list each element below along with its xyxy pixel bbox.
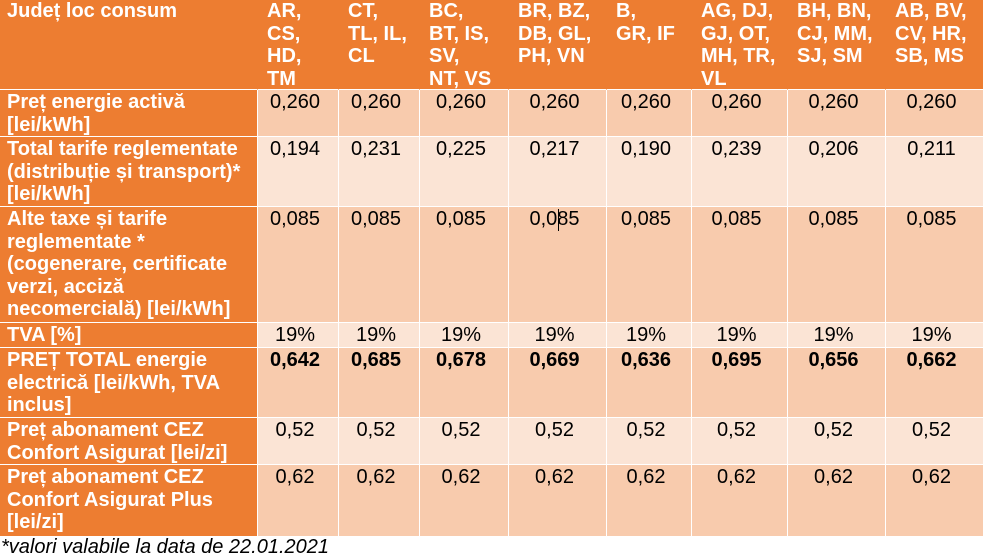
value-cell: 0,085: [692, 207, 788, 323]
column-header: AB, BV, CV, HR, SB, MS: [886, 0, 983, 90]
value-cell: 0,695: [692, 348, 788, 418]
value-cell: 0,52: [788, 418, 886, 465]
value-cell: 0,085: [886, 207, 983, 323]
value-cell: 0,260: [339, 90, 420, 137]
value-cell: 0,217: [509, 137, 607, 207]
footnote: *valori valabile la data de 22.01.2021: [1, 536, 330, 558]
text-cursor: [558, 209, 559, 231]
value-cell: 0,62: [509, 465, 607, 537]
column-header: BH, BN, CJ, MM, SJ, SM: [788, 0, 886, 90]
value-cell: 0,62: [258, 465, 339, 537]
value-cell: 0,52: [339, 418, 420, 465]
value-cell: 0,642: [258, 348, 339, 418]
value-cell: 0,52: [509, 418, 607, 465]
value-cell: 0,678: [420, 348, 509, 418]
value-cell: 0,231: [339, 137, 420, 207]
header-county-label: Județ loc consum: [0, 0, 258, 90]
value-cell: 0,260: [509, 90, 607, 137]
value-cell: 0,260: [607, 90, 692, 137]
value-cell: 0,085: [607, 207, 692, 323]
value-cell: 0,225: [420, 137, 509, 207]
value-cell: 19%: [886, 323, 983, 348]
value-cell: 19%: [788, 323, 886, 348]
value-cell: 0,52: [607, 418, 692, 465]
column-header: BR, BZ, DB, GL, PH, VN: [509, 0, 607, 90]
value-cell: 0,636: [607, 348, 692, 418]
value-cell: 0,260: [420, 90, 509, 137]
value-cell: 0,62: [692, 465, 788, 537]
value-cell: 0,260: [692, 90, 788, 137]
value-cell: 0,260: [258, 90, 339, 137]
column-header: AR, CS, HD, TM: [258, 0, 339, 90]
column-header: CT, TL, IL, CL: [339, 0, 420, 90]
value-cell: 0,52: [420, 418, 509, 465]
value-cell: 0,211: [886, 137, 983, 207]
row-label: Preț energie activă [lei/kWh]: [0, 90, 258, 137]
row-label: Alte taxe și tarife reglementate * (coge…: [0, 207, 258, 323]
value-cell: 19%: [692, 323, 788, 348]
value-cell: 0,662: [886, 348, 983, 418]
row-label: Total tarife reglementate (distribuție ș…: [0, 137, 258, 207]
value-cell: 0,085: [788, 207, 886, 323]
value-cell: 0,656: [788, 348, 886, 418]
value-cell: 19%: [607, 323, 692, 348]
value-cell: 19%: [258, 323, 339, 348]
value-cell: 0,260: [886, 90, 983, 137]
value-cell: 0,52: [692, 418, 788, 465]
value-cell: 19%: [420, 323, 509, 348]
value-cell: 0,62: [886, 465, 983, 537]
value-cell: 0,52: [258, 418, 339, 465]
value-cell: 0,085: [339, 207, 420, 323]
value-cell: 0,085: [258, 207, 339, 323]
value-cell: 0,685: [339, 348, 420, 418]
value-cell: 0,194: [258, 137, 339, 207]
row-label: Preț abonament CEZ Confort Asigurat Plus…: [0, 465, 258, 537]
row-label: Preț abonament CEZ Confort Asigurat [lei…: [0, 418, 258, 465]
value-cell: 19%: [339, 323, 420, 348]
value-cell: 0,239: [692, 137, 788, 207]
value-cell: 0,085: [509, 207, 607, 323]
value-cell: 0,085: [420, 207, 509, 323]
value-cell: 0,62: [607, 465, 692, 537]
value-cell: 0,260: [788, 90, 886, 137]
value-cell: 19%: [509, 323, 607, 348]
column-header: BC, BT, IS, SV, NT, VS: [420, 0, 509, 90]
value-cell: 0,52: [886, 418, 983, 465]
value-cell: 0,62: [339, 465, 420, 537]
value-cell: 0,206: [788, 137, 886, 207]
row-label: PREȚ TOTAL energie electrică [lei/kWh, T…: [0, 348, 258, 418]
value-cell: 0,669: [509, 348, 607, 418]
column-header: B, GR, IF: [607, 0, 692, 90]
value-cell: 0,62: [420, 465, 509, 537]
column-header: AG, DJ, GJ, OT, MH, TR, VL: [692, 0, 788, 90]
row-label: TVA [%]: [0, 323, 258, 348]
value-cell: 0,190: [607, 137, 692, 207]
value-cell: 0,62: [788, 465, 886, 537]
tariff-table: Județ loc consum AR, CS, HD, TM CT, TL, …: [0, 0, 983, 537]
